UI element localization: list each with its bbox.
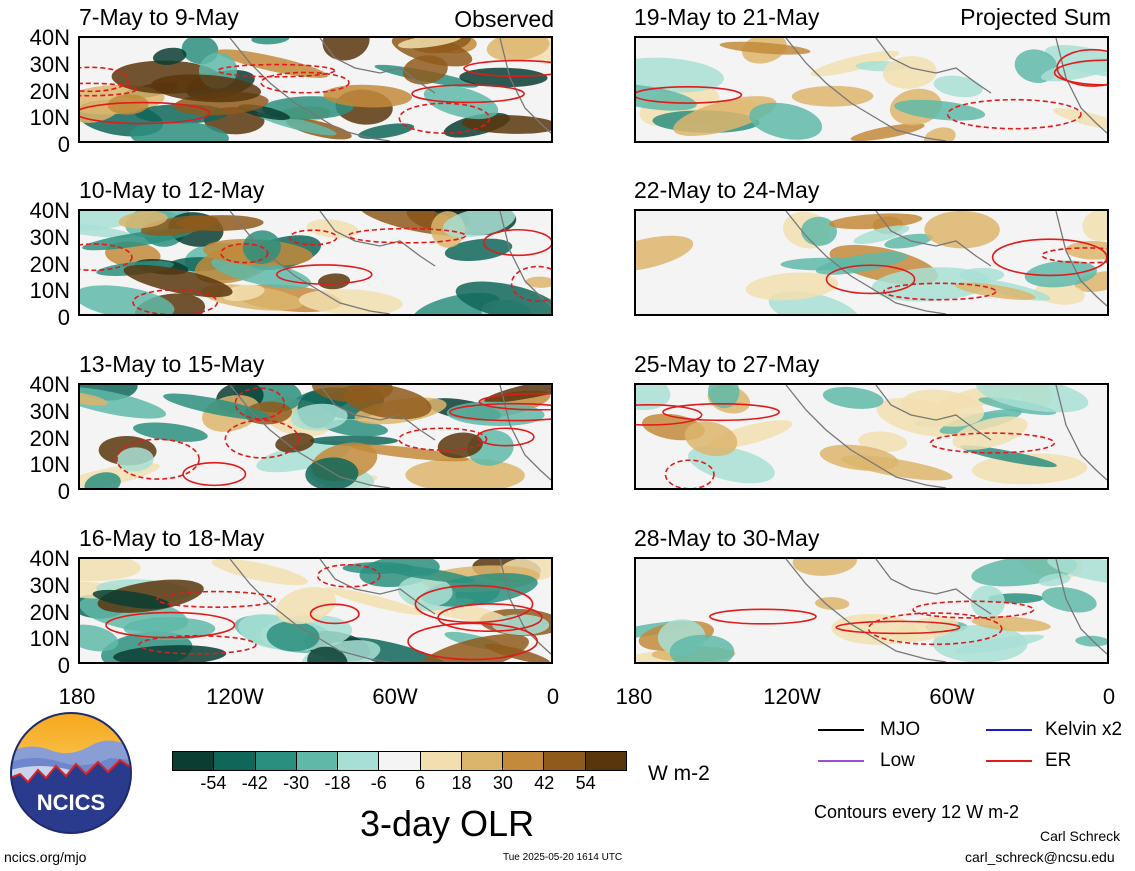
legend-low-label: Low [880, 750, 915, 771]
legend-mjo-label: MJO [880, 719, 921, 740]
logo-text: NCICS [37, 790, 105, 815]
lon-label-0-right: 0 [1102, 684, 1116, 709]
colorbar-tick-label: -42 [241, 773, 268, 793]
author-email[interactable]: carl_schreck@ncsu.edu [965, 849, 1115, 865]
lat-label: 40N [29, 546, 70, 571]
contours-note: Contours every 12 W m-2 [814, 802, 1020, 822]
panel-title-3: 13-May to 15-May [79, 351, 265, 377]
panel-title-2: 10-May to 12-May [79, 177, 265, 203]
colorbar-segment [420, 752, 462, 770]
lat-label: 30N [29, 51, 70, 77]
lat-label: 20N [29, 251, 70, 277]
colorbar-segment [173, 752, 215, 770]
legend-kelvin-line [986, 729, 1032, 731]
colorbar-segment [255, 752, 297, 770]
observed-label: Observed [454, 6, 554, 32]
colorbar-segment [585, 752, 626, 770]
lat-label: 40N [29, 372, 70, 397]
lon-label-180-right: 180 [615, 684, 653, 709]
colorbar-tick-label: -6 [370, 773, 387, 793]
lat-label: 30N [29, 398, 70, 424]
legend-mjo-line [818, 729, 864, 731]
olr-map-panel [634, 209, 1109, 316]
lat-label: 20N [29, 599, 70, 625]
colorbar-segment [296, 752, 339, 770]
lat-label: 30N [29, 572, 70, 598]
lon-label-60w-right: 60W [929, 684, 975, 709]
colorbar-segment [544, 752, 586, 770]
colorbar-segment [503, 752, 545, 770]
colorbar-units: W m-2 [648, 762, 710, 785]
colorbar-tick-label: -30 [283, 773, 310, 793]
colorbar-title: 3-day OLR [360, 803, 535, 844]
lat-label: 20N [29, 78, 70, 104]
olr-map-panel [634, 36, 1109, 143]
legend-er-line [986, 760, 1032, 762]
colorbar-tick-label: 30 [492, 773, 513, 793]
colorbar-tick-label: 18 [451, 773, 472, 793]
colorbar-tick-label: 42 [534, 773, 555, 793]
olr-map-panel [634, 557, 1109, 664]
panel-title-1: 7-May to 9-May [79, 4, 239, 30]
lat-label: 0 [57, 305, 70, 330]
colorbar-segment [379, 752, 421, 770]
panel-title-6: 22-May to 24-May [634, 177, 820, 203]
lat-label: 0 [57, 479, 70, 504]
lon-label-0-left: 0 [546, 684, 560, 709]
ncics-logo: NCICS [10, 712, 132, 834]
legend-er-label: ER [1045, 750, 1072, 771]
lat-label: 30N [29, 224, 70, 250]
colorbar-tick-label: 54 [575, 773, 596, 793]
panel-title-8: 28-May to 30-May [634, 525, 820, 551]
colorbar-segment [214, 752, 256, 770]
colorbar-segment [461, 752, 504, 770]
legend-low-line [818, 760, 864, 762]
panel-title-7: 25-May to 27-May [634, 351, 820, 377]
timestamp: Tue 2025-05-20 1614 UTC [503, 852, 623, 863]
lat-label: 10N [29, 452, 70, 478]
lon-label-120w-left: 120W [206, 684, 264, 709]
olr-map-panel [634, 383, 1109, 490]
colorbar-tick-label: 6 [415, 773, 426, 793]
colorbar-tick-label: -54 [200, 773, 227, 793]
lat-label: 40N [29, 25, 70, 50]
colorbar-segment [338, 752, 380, 770]
projected-label: Projected Sum [960, 4, 1111, 30]
olr-map-panel [78, 209, 553, 316]
lat-label: 10N [29, 105, 70, 131]
lat-label: 10N [29, 626, 70, 652]
olr-map-panel [78, 557, 553, 664]
site-link[interactable]: ncics.org/mjo [4, 849, 87, 865]
legend-kelvin-label: Kelvin x2 [1045, 719, 1123, 740]
olr-map-panel [78, 36, 553, 143]
lat-label: 20N [29, 425, 70, 451]
panel-title-4: 16-May to 18-May [79, 525, 265, 551]
panel-title-5: 19-May to 21-May [634, 4, 820, 30]
lat-label: 0 [57, 132, 70, 157]
lon-label-60w-left: 60W [372, 684, 418, 709]
author: Carl Schreck [1040, 828, 1121, 844]
colorbar-tick-label: -18 [324, 773, 351, 793]
colorbar [172, 751, 627, 771]
lon-label-120w-right: 120W [763, 684, 821, 709]
olr-map-panel [78, 383, 553, 490]
lat-label: 0 [57, 653, 70, 678]
lat-label: 10N [29, 278, 70, 304]
lon-label-180-left: 180 [58, 684, 96, 709]
lat-label: 40N [29, 198, 70, 223]
